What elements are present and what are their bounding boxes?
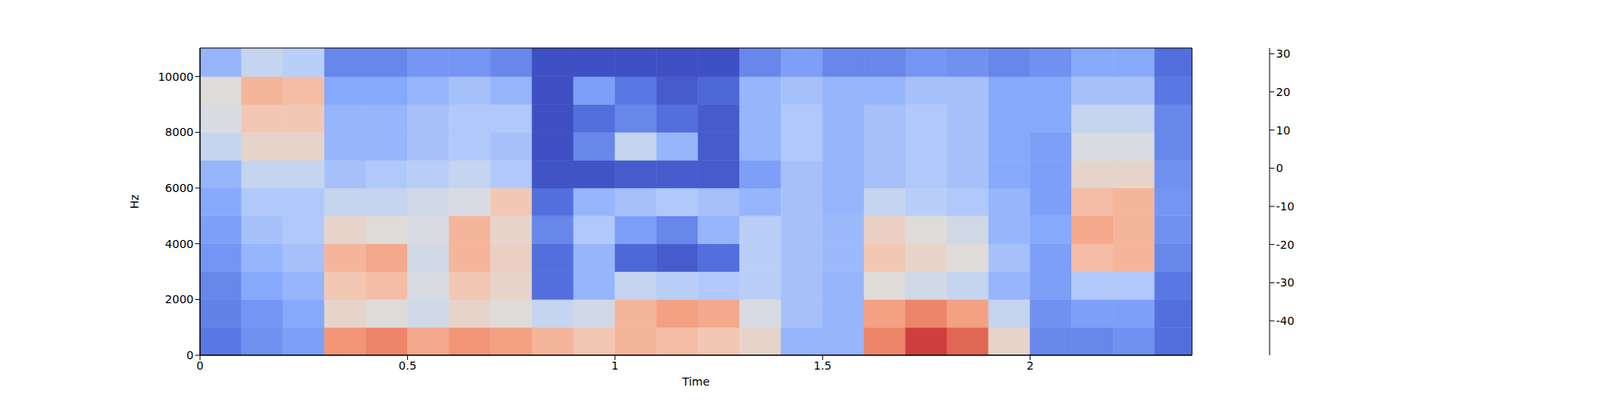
svg-text:0: 0 (1276, 161, 1284, 175)
svg-text:0: 0 (186, 348, 194, 362)
svg-text:-10: -10 (1276, 200, 1295, 213)
svg-text:20: 20 (1276, 85, 1291, 99)
svg-text:-20: -20 (1276, 238, 1295, 252)
svg-text:2000: 2000 (164, 292, 194, 306)
svg-text:1.5: 1.5 (813, 359, 832, 372)
svg-text:0: 0 (196, 359, 204, 372)
svg-text:-40: -40 (1276, 314, 1295, 328)
svg-text:Time: Time (681, 375, 710, 388)
svg-text:-30: -30 (1276, 276, 1295, 289)
svg-text:2: 2 (1026, 359, 1034, 372)
svg-text:6000: 6000 (164, 181, 194, 195)
svg-text:30: 30 (1276, 47, 1291, 60)
svg-text:Hz: Hz (128, 194, 141, 209)
svg-text:8000: 8000 (164, 125, 194, 139)
svg-text:1: 1 (611, 359, 619, 372)
svg-text:10: 10 (1276, 124, 1291, 137)
svg-text:0.5: 0.5 (398, 359, 416, 372)
svg-text:4000: 4000 (164, 237, 194, 251)
svg-text:10000: 10000 (157, 70, 194, 84)
